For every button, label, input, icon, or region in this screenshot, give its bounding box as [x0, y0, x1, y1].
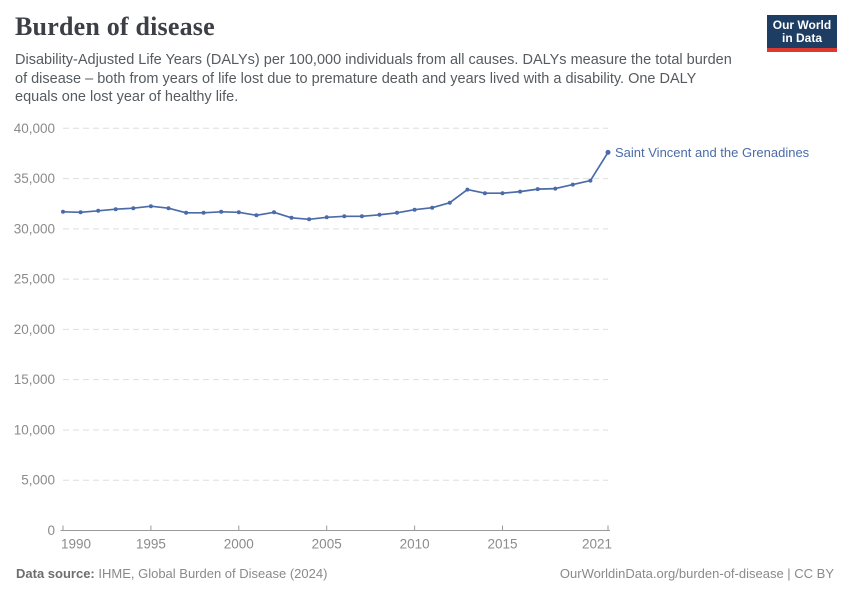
data-point[interactable] [324, 215, 329, 220]
data-point[interactable] [219, 209, 224, 214]
data-point[interactable] [412, 207, 417, 212]
data-point[interactable] [148, 204, 153, 209]
data-point[interactable] [570, 182, 575, 187]
page-title: Burden of disease [15, 12, 215, 41]
y-tick-label: 5,000 [21, 473, 55, 488]
data-point[interactable] [377, 212, 382, 217]
data-point[interactable] [78, 210, 83, 215]
data-point[interactable] [307, 217, 312, 222]
owid-logo-text: Our World in Data [767, 15, 837, 48]
x-tick-label: 2021 [582, 537, 612, 552]
data-point[interactable] [395, 210, 399, 215]
data-point[interactable] [184, 210, 189, 215]
data-point[interactable] [553, 186, 558, 191]
y-tick-label: 15,000 [14, 372, 55, 387]
data-point[interactable] [236, 210, 241, 215]
x-tick-label: 2010 [400, 537, 430, 552]
x-tick-label: 2000 [224, 537, 254, 552]
trend-line[interactable] [62, 151, 609, 221]
data-point[interactable] [272, 210, 276, 215]
series-label[interactable]: Saint Vincent and the Grenadines [615, 145, 810, 160]
y-tick-label: 25,000 [14, 272, 55, 287]
y-tick-label: 30,000 [14, 221, 55, 236]
chart-subtitle: Disability-Adjusted Life Years (DALYs) p… [15, 52, 732, 105]
owid-logo-line2: in Data [781, 31, 822, 45]
x-tick-label: 2015 [487, 537, 517, 552]
data-point[interactable] [605, 149, 611, 155]
owid-logo[interactable]: Our World in Data [767, 15, 837, 52]
data-point[interactable] [482, 191, 487, 196]
data-point[interactable] [518, 189, 523, 194]
data-source: Data source: IHME, Global Burden of Dise… [16, 566, 327, 581]
data-point[interactable] [500, 191, 505, 196]
y-tick-label: 10,000 [14, 422, 55, 437]
credit-link[interactable]: OurWorldinData.org/burden-of-disease | C… [559, 566, 834, 581]
data-source-label: Data source: [16, 566, 95, 581]
data-point[interactable] [465, 187, 470, 192]
x-tick-label: 2005 [312, 537, 342, 552]
data-point[interactable] [289, 215, 294, 220]
data-source-text: IHME, Global Burden of Disease (2024) [94, 566, 328, 581]
data-point[interactable] [359, 214, 364, 219]
y-tick-label: 0 [47, 523, 55, 538]
owid-logo-red-bar [767, 48, 837, 52]
x-tick-label: 1990 [61, 537, 91, 552]
data-point[interactable] [447, 200, 452, 205]
y-tick-label: 20,000 [14, 322, 55, 337]
data-point[interactable] [166, 206, 171, 211]
y-tick-label: 40,000 [14, 121, 55, 136]
data-point[interactable] [342, 214, 347, 219]
data-point[interactable] [430, 205, 435, 210]
data-point[interactable] [254, 213, 259, 218]
x-tick-label: 1995 [136, 537, 166, 552]
data-point[interactable] [588, 178, 593, 183]
data-point[interactable] [535, 187, 540, 192]
data-point[interactable] [61, 209, 65, 214]
data-point[interactable] [201, 210, 206, 215]
data-point[interactable] [113, 207, 118, 212]
data-point[interactable] [131, 206, 136, 211]
y-tick-label: 35,000 [14, 171, 55, 186]
chart-footer: Data source: IHME, Global Burden of Dise… [16, 566, 834, 581]
data-point[interactable] [96, 208, 101, 213]
owid-logo-line1: Our World [772, 18, 832, 32]
